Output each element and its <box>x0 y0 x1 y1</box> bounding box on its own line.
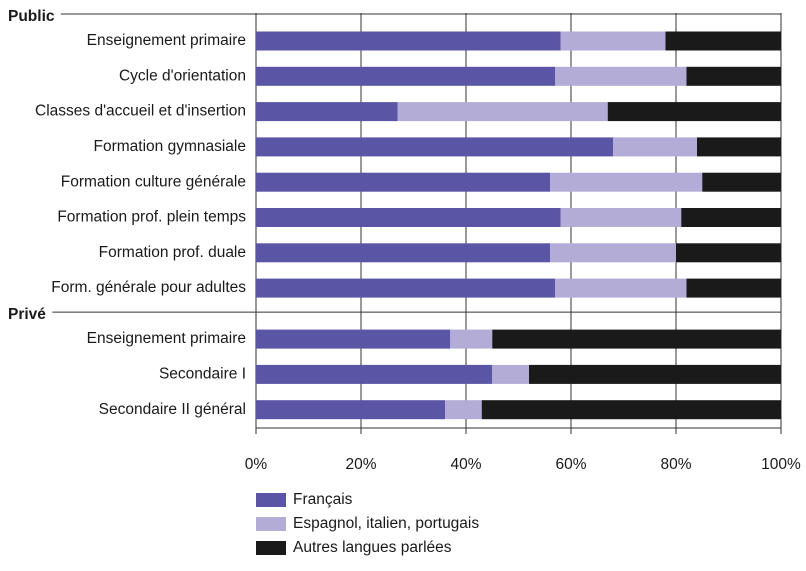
bar-segment <box>397 102 608 122</box>
bar-segment <box>529 364 781 384</box>
x-tick-label: 0% <box>245 456 268 473</box>
y-tick-label: Cycle d'orientation <box>119 67 246 84</box>
bar-segment <box>697 137 781 157</box>
bar-segment <box>560 31 666 51</box>
group-header: Public <box>8 8 55 25</box>
bar-segment <box>681 208 781 227</box>
bar-segment <box>560 208 682 227</box>
bar-segment <box>686 66 781 86</box>
bar-segment <box>256 364 493 384</box>
bar-segment <box>256 172 550 192</box>
y-tick-label: Formation prof. duale <box>99 244 246 261</box>
bar-segment <box>492 329 781 349</box>
y-tick-label: Secondaire II général <box>99 401 246 418</box>
bar-segment <box>256 137 613 157</box>
y-tick-label: Classes d'accueil et d'insertion <box>35 103 246 120</box>
bar-segment <box>256 400 445 420</box>
bar-segment <box>555 66 687 86</box>
legend-swatch <box>256 493 286 507</box>
group-header: Privé <box>8 306 46 323</box>
y-tick-label: Formation gymnasiale <box>94 138 246 155</box>
legend-swatch <box>256 541 286 555</box>
x-tick-label: 100% <box>761 456 801 473</box>
x-tick-label: 80% <box>660 456 691 473</box>
bar-segment <box>445 400 482 420</box>
y-tick-label: Secondaire I <box>159 365 246 382</box>
bar-segment <box>686 278 781 298</box>
y-tick-label: Formation culture générale <box>61 173 246 190</box>
y-tick-label: Form. générale pour adultes <box>51 279 246 296</box>
bar-segment <box>450 329 493 349</box>
y-tick-label: Enseignement primaire <box>87 32 246 49</box>
y-tick-label: Enseignement primaire <box>87 330 246 347</box>
bar-segment <box>256 329 451 349</box>
bar-segment <box>607 102 781 122</box>
bar-segment <box>613 137 697 157</box>
legend-label: Autres langues parlées <box>293 539 452 556</box>
bar-segment <box>550 243 676 263</box>
bar-segment <box>481 400 781 420</box>
bar-segment <box>256 243 550 263</box>
legend-label: Espagnol, italien, portugais <box>293 515 479 532</box>
x-tick-label: 40% <box>450 456 481 473</box>
bar-segment <box>256 31 561 51</box>
y-tick-label: Formation prof. plein temps <box>57 209 246 226</box>
legend-swatch <box>256 517 286 531</box>
bar-segment <box>665 31 781 51</box>
legend-label: Français <box>293 491 353 508</box>
bar-segment <box>256 102 398 122</box>
bar-segment <box>555 278 687 298</box>
bar-segment <box>256 66 556 86</box>
bar-segment <box>256 208 561 227</box>
x-tick-label: 60% <box>555 456 586 473</box>
bar-segment <box>492 364 529 384</box>
x-tick-label: 20% <box>345 456 376 473</box>
bar-segment <box>256 278 556 298</box>
bar-segment <box>676 243 781 263</box>
bar-segment <box>550 172 703 192</box>
bar-segment <box>702 172 781 192</box>
